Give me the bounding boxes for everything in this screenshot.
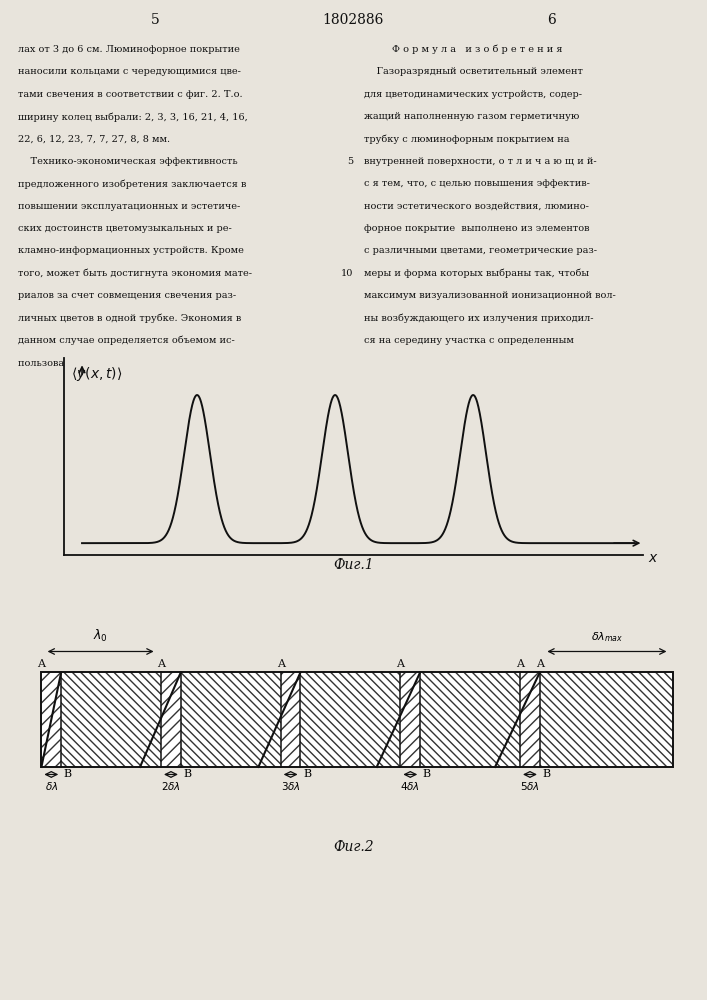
Bar <box>520 672 540 767</box>
Text: Фиг.2: Фиг.2 <box>333 840 374 854</box>
Bar <box>42 672 672 767</box>
Text: цветом свечения.: цветом свечения. <box>364 358 455 367</box>
Text: жащий наполненную газом герметичную: жащий наполненную газом герметичную <box>364 112 580 121</box>
Text: риалов за счет совмещения свечения раз-: риалов за счет совмещения свечения раз- <box>18 291 236 300</box>
Text: данном случае определяется объемом ис-: данном случае определяется объемом ис- <box>18 336 235 345</box>
Bar <box>400 672 420 767</box>
Text: пользования изобретения.: пользования изобретения. <box>18 358 155 368</box>
Text: $\delta\lambda$: $\delta\lambda$ <box>45 780 58 792</box>
Text: наносили кольцами с чередующимися цве-: наносили кольцами с чередующимися цве- <box>18 67 240 76</box>
Bar <box>181 672 281 767</box>
Bar <box>42 672 62 767</box>
Text: B: B <box>423 769 431 779</box>
Text: тами свечения в соответствии с фиг. 2. Т.о.: тами свечения в соответствии с фиг. 2. Т… <box>18 90 243 99</box>
Text: $2\delta\lambda$: $2\delta\lambda$ <box>161 780 181 792</box>
Text: форное покрытие  выполнено из элементов: форное покрытие выполнено из элементов <box>364 224 590 233</box>
Text: с различными цветами, геометрические раз-: с различными цветами, геометрические раз… <box>364 246 597 255</box>
Text: трубку с люминофорным покрытием на: трубку с люминофорным покрытием на <box>364 134 570 144</box>
Text: A: A <box>276 659 285 669</box>
Text: того, может быть достигнута экономия мате-: того, может быть достигнута экономия мат… <box>18 269 252 278</box>
Bar <box>540 672 672 767</box>
Text: $4\delta\lambda$: $4\delta\lambda$ <box>400 780 420 792</box>
Text: $3\delta\lambda$: $3\delta\lambda$ <box>281 780 300 792</box>
Text: Ф о р м у л а   и з о б р е т е н и я: Ф о р м у л а и з о б р е т е н и я <box>392 45 563 54</box>
Text: ся на середину участка с определенным: ся на середину участка с определенным <box>364 336 574 345</box>
Text: $\delta\lambda_{max}$: $\delta\lambda_{max}$ <box>590 630 623 644</box>
Text: A: A <box>536 659 544 669</box>
Text: ны возбуждающего их излучения приходил-: ны возбуждающего их излучения приходил- <box>364 313 594 323</box>
Text: Фиг.1: Фиг.1 <box>333 558 374 572</box>
Text: кламно-информационных устройств. Кроме: кламно-информационных устройств. Кроме <box>18 246 243 255</box>
Text: Технико-экономическая эффективность: Технико-экономическая эффективность <box>18 157 238 166</box>
Text: повышении эксплуатационных и эстетиче-: повышении эксплуатационных и эстетиче- <box>18 202 240 211</box>
Text: 15: 15 <box>341 380 354 389</box>
Text: B: B <box>183 769 192 779</box>
Text: 1802886: 1802886 <box>323 13 384 27</box>
Text: A: A <box>397 659 404 669</box>
Text: B: B <box>542 769 551 779</box>
Text: личных цветов в одной трубке. Экономия в: личных цветов в одной трубке. Экономия в <box>18 313 241 323</box>
Text: с я тем, что, с целью повышения эффектив-: с я тем, что, с целью повышения эффектив… <box>364 179 590 188</box>
Bar <box>420 672 520 767</box>
Bar <box>161 672 181 767</box>
Text: ности эстетического воздействия, люмино-: ности эстетического воздействия, люмино- <box>364 202 589 211</box>
Text: $\lambda_0$: $\lambda_0$ <box>93 628 108 644</box>
Text: для цветодинамических устройств, содер-: для цветодинамических устройств, содер- <box>364 90 582 99</box>
Text: предложенного изобретения заключается в: предложенного изобретения заключается в <box>18 179 246 189</box>
Text: $x$: $x$ <box>648 551 659 565</box>
Text: $\langle y(x,t)\rangle$: $\langle y(x,t)\rangle$ <box>71 365 122 383</box>
Text: $5\delta\lambda$: $5\delta\lambda$ <box>520 780 540 792</box>
Text: 22, 6, 12, 23, 7, 7, 27, 8, 8 мм.: 22, 6, 12, 23, 7, 7, 27, 8, 8 мм. <box>18 134 170 143</box>
Text: A: A <box>37 659 45 669</box>
Bar <box>300 672 400 767</box>
Text: ских достоинств цветомузыкальных и ре-: ских достоинств цветомузыкальных и ре- <box>18 224 231 233</box>
Text: максимум визуализованной ионизационной вол-: максимум визуализованной ионизационной в… <box>364 291 616 300</box>
Text: Газоразрядный осветительный элемент: Газоразрядный осветительный элемент <box>364 67 583 76</box>
Text: 5: 5 <box>347 157 354 166</box>
Text: B: B <box>64 769 72 779</box>
Text: 5: 5 <box>151 13 160 27</box>
Text: A: A <box>516 659 524 669</box>
Bar <box>62 672 161 767</box>
Text: 6: 6 <box>547 13 556 27</box>
Text: 10: 10 <box>341 269 354 278</box>
Text: лах от 3 до 6 см. Люминофорное покрытие: лах от 3 до 6 см. Люминофорное покрытие <box>18 45 240 54</box>
Bar <box>281 672 300 767</box>
Text: B: B <box>303 769 311 779</box>
Text: внутренней поверхности, о т л и ч а ю щ и й-: внутренней поверхности, о т л и ч а ю щ … <box>364 157 597 166</box>
Text: A: A <box>157 659 165 669</box>
Text: меры и форма которых выбраны так, чтобы: меры и форма которых выбраны так, чтобы <box>364 269 589 278</box>
Text: ширину колец выбрали: 2, 3, 3, 16, 21, 4, 16,: ширину колец выбрали: 2, 3, 3, 16, 21, 4… <box>18 112 247 122</box>
